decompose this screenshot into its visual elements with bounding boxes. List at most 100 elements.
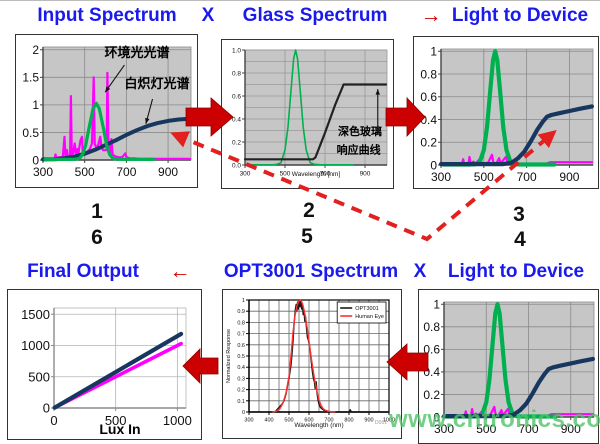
svg-text:0.0: 0.0 (232, 162, 241, 169)
title-glass-spectrum: Glass Spectrum (242, 5, 388, 26)
svg-text:300: 300 (244, 418, 253, 424)
svg-text:深色玻璃: 深色玻璃 (338, 124, 382, 138)
flow-number-1: 1 (91, 200, 103, 223)
svg-text:1: 1 (430, 45, 437, 59)
svg-text:响应曲线: 响应曲线 (337, 143, 381, 157)
svg-text:Wavelength [nm]: Wavelength [nm] (292, 171, 341, 178)
svg-text:0.2: 0.2 (420, 136, 437, 150)
svg-text:500: 500 (105, 413, 127, 428)
svg-text:0: 0 (430, 158, 437, 172)
title-input-spectrum: Input Spectrum (37, 5, 177, 26)
title-final-output: Final Output (27, 261, 139, 282)
svg-text:0: 0 (43, 401, 50, 416)
svg-text:0: 0 (32, 153, 39, 167)
svg-text:0.8: 0.8 (232, 70, 241, 77)
svg-text:900: 900 (158, 165, 178, 179)
series-green-555-bell (43, 101, 156, 162)
series-ambient-fluorescent (41, 71, 192, 161)
svg-text:500: 500 (476, 422, 496, 436)
svg-text:300: 300 (434, 422, 454, 436)
svg-text:OPT3001: OPT3001 (355, 306, 379, 312)
svg-text:0.5: 0.5 (22, 126, 39, 140)
svg-text:500: 500 (28, 369, 50, 384)
svg-text:1.0: 1.0 (232, 47, 241, 54)
svg-text:500: 500 (75, 165, 95, 179)
svg-text:白炽灯光谱: 白炽灯光谱 (124, 76, 189, 92)
svg-text:900: 900 (561, 422, 581, 436)
svg-text:0.7: 0.7 (237, 332, 245, 338)
title-opt3001-spectrum: OPT3001 Spectrum (223, 261, 399, 282)
svg-text:Lux In: Lux In (99, 421, 140, 437)
svg-text:Normalized Response: Normalized Response (226, 329, 232, 383)
flow-number-6: 6 (91, 226, 103, 249)
svg-text:700: 700 (517, 170, 537, 184)
multiply-operator-1: X (201, 5, 215, 26)
flow-number-5: 5 (301, 225, 313, 248)
svg-text:700: 700 (116, 165, 136, 179)
arrow-right-icon: → (420, 4, 442, 27)
series-human-eye-response (272, 299, 336, 413)
svg-text:0: 0 (242, 410, 245, 416)
svg-text:600: 600 (304, 418, 313, 424)
svg-text:1000: 1000 (21, 338, 50, 353)
series-opt3001-response (274, 299, 389, 413)
svg-text:D001: D001 (375, 420, 387, 426)
svg-text:0: 0 (433, 410, 440, 424)
series-incandescent-lux-out (52, 331, 184, 410)
svg-text:300: 300 (240, 171, 251, 178)
svg-text:1: 1 (433, 298, 440, 312)
series-incandescent (41, 116, 192, 162)
svg-text:0.6: 0.6 (423, 343, 440, 357)
flow-number-2: 2 (303, 199, 315, 222)
svg-text:0.2: 0.2 (232, 139, 241, 146)
svg-text:900: 900 (360, 171, 371, 178)
svg-text:0.1: 0.1 (237, 399, 245, 405)
svg-text:0.5: 0.5 (237, 354, 245, 360)
svg-text:1000: 1000 (163, 413, 192, 428)
svg-text:700: 700 (324, 418, 333, 424)
svg-text:Wavelength (nm): Wavelength (nm) (294, 422, 343, 429)
svg-text:900: 900 (364, 418, 373, 424)
chart-final-output: 0 500 1000 0 500 1000 1500 Lux In (7, 289, 202, 440)
svg-text:1.5: 1.5 (22, 71, 39, 85)
svg-text:0.9: 0.9 (237, 309, 245, 315)
svg-text:400: 400 (264, 418, 273, 424)
chart-light-to-device-2: 300 500 700 900 0 0.2 0.4 0.6 0.8 1 (418, 289, 599, 444)
svg-text:0.8: 0.8 (423, 320, 440, 334)
svg-text:900: 900 (559, 170, 579, 184)
svg-text:Human Eye: Human Eye (355, 314, 384, 320)
svg-text:0: 0 (50, 413, 57, 428)
title-light-to-device-2: Light to Device (447, 261, 585, 282)
svg-text:0.2: 0.2 (237, 388, 245, 394)
svg-text:0.6: 0.6 (237, 343, 245, 349)
svg-text:500: 500 (280, 171, 291, 178)
svg-text:0.8: 0.8 (237, 320, 245, 326)
svg-text:1500: 1500 (21, 307, 50, 322)
svg-text:800: 800 (344, 418, 353, 424)
svg-text:0.2: 0.2 (423, 388, 440, 402)
svg-text:1000: 1000 (383, 418, 395, 424)
svg-text:2: 2 (32, 43, 39, 57)
svg-text:0.3: 0.3 (237, 376, 245, 382)
flow-number-3: 3 (513, 203, 525, 226)
svg-text:0.6: 0.6 (232, 93, 241, 100)
svg-text:1: 1 (32, 98, 39, 112)
svg-text:0.4: 0.4 (237, 365, 245, 371)
svg-text:500: 500 (284, 418, 293, 424)
svg-text:500: 500 (474, 170, 494, 184)
svg-text:0.8: 0.8 (420, 67, 437, 81)
arrow-left-icon: ← (169, 260, 191, 283)
flow-number-4: 4 (514, 228, 526, 251)
svg-text:0.4: 0.4 (420, 113, 437, 127)
chart-opt3001-spectrum: 300 400 500 600 700 800 900 1000 0 0.1 0.2 0.3 0.4 0.… (222, 289, 402, 439)
multiply-operator-2: X (413, 261, 427, 282)
title-light-to-device-1: Light to Device (451, 5, 589, 26)
series-transmitted-incandescent (441, 356, 595, 419)
svg-text:300: 300 (33, 165, 53, 179)
svg-text:0.6: 0.6 (420, 90, 437, 104)
svg-text:0.4: 0.4 (232, 116, 241, 123)
svg-text:1: 1 (242, 298, 245, 304)
